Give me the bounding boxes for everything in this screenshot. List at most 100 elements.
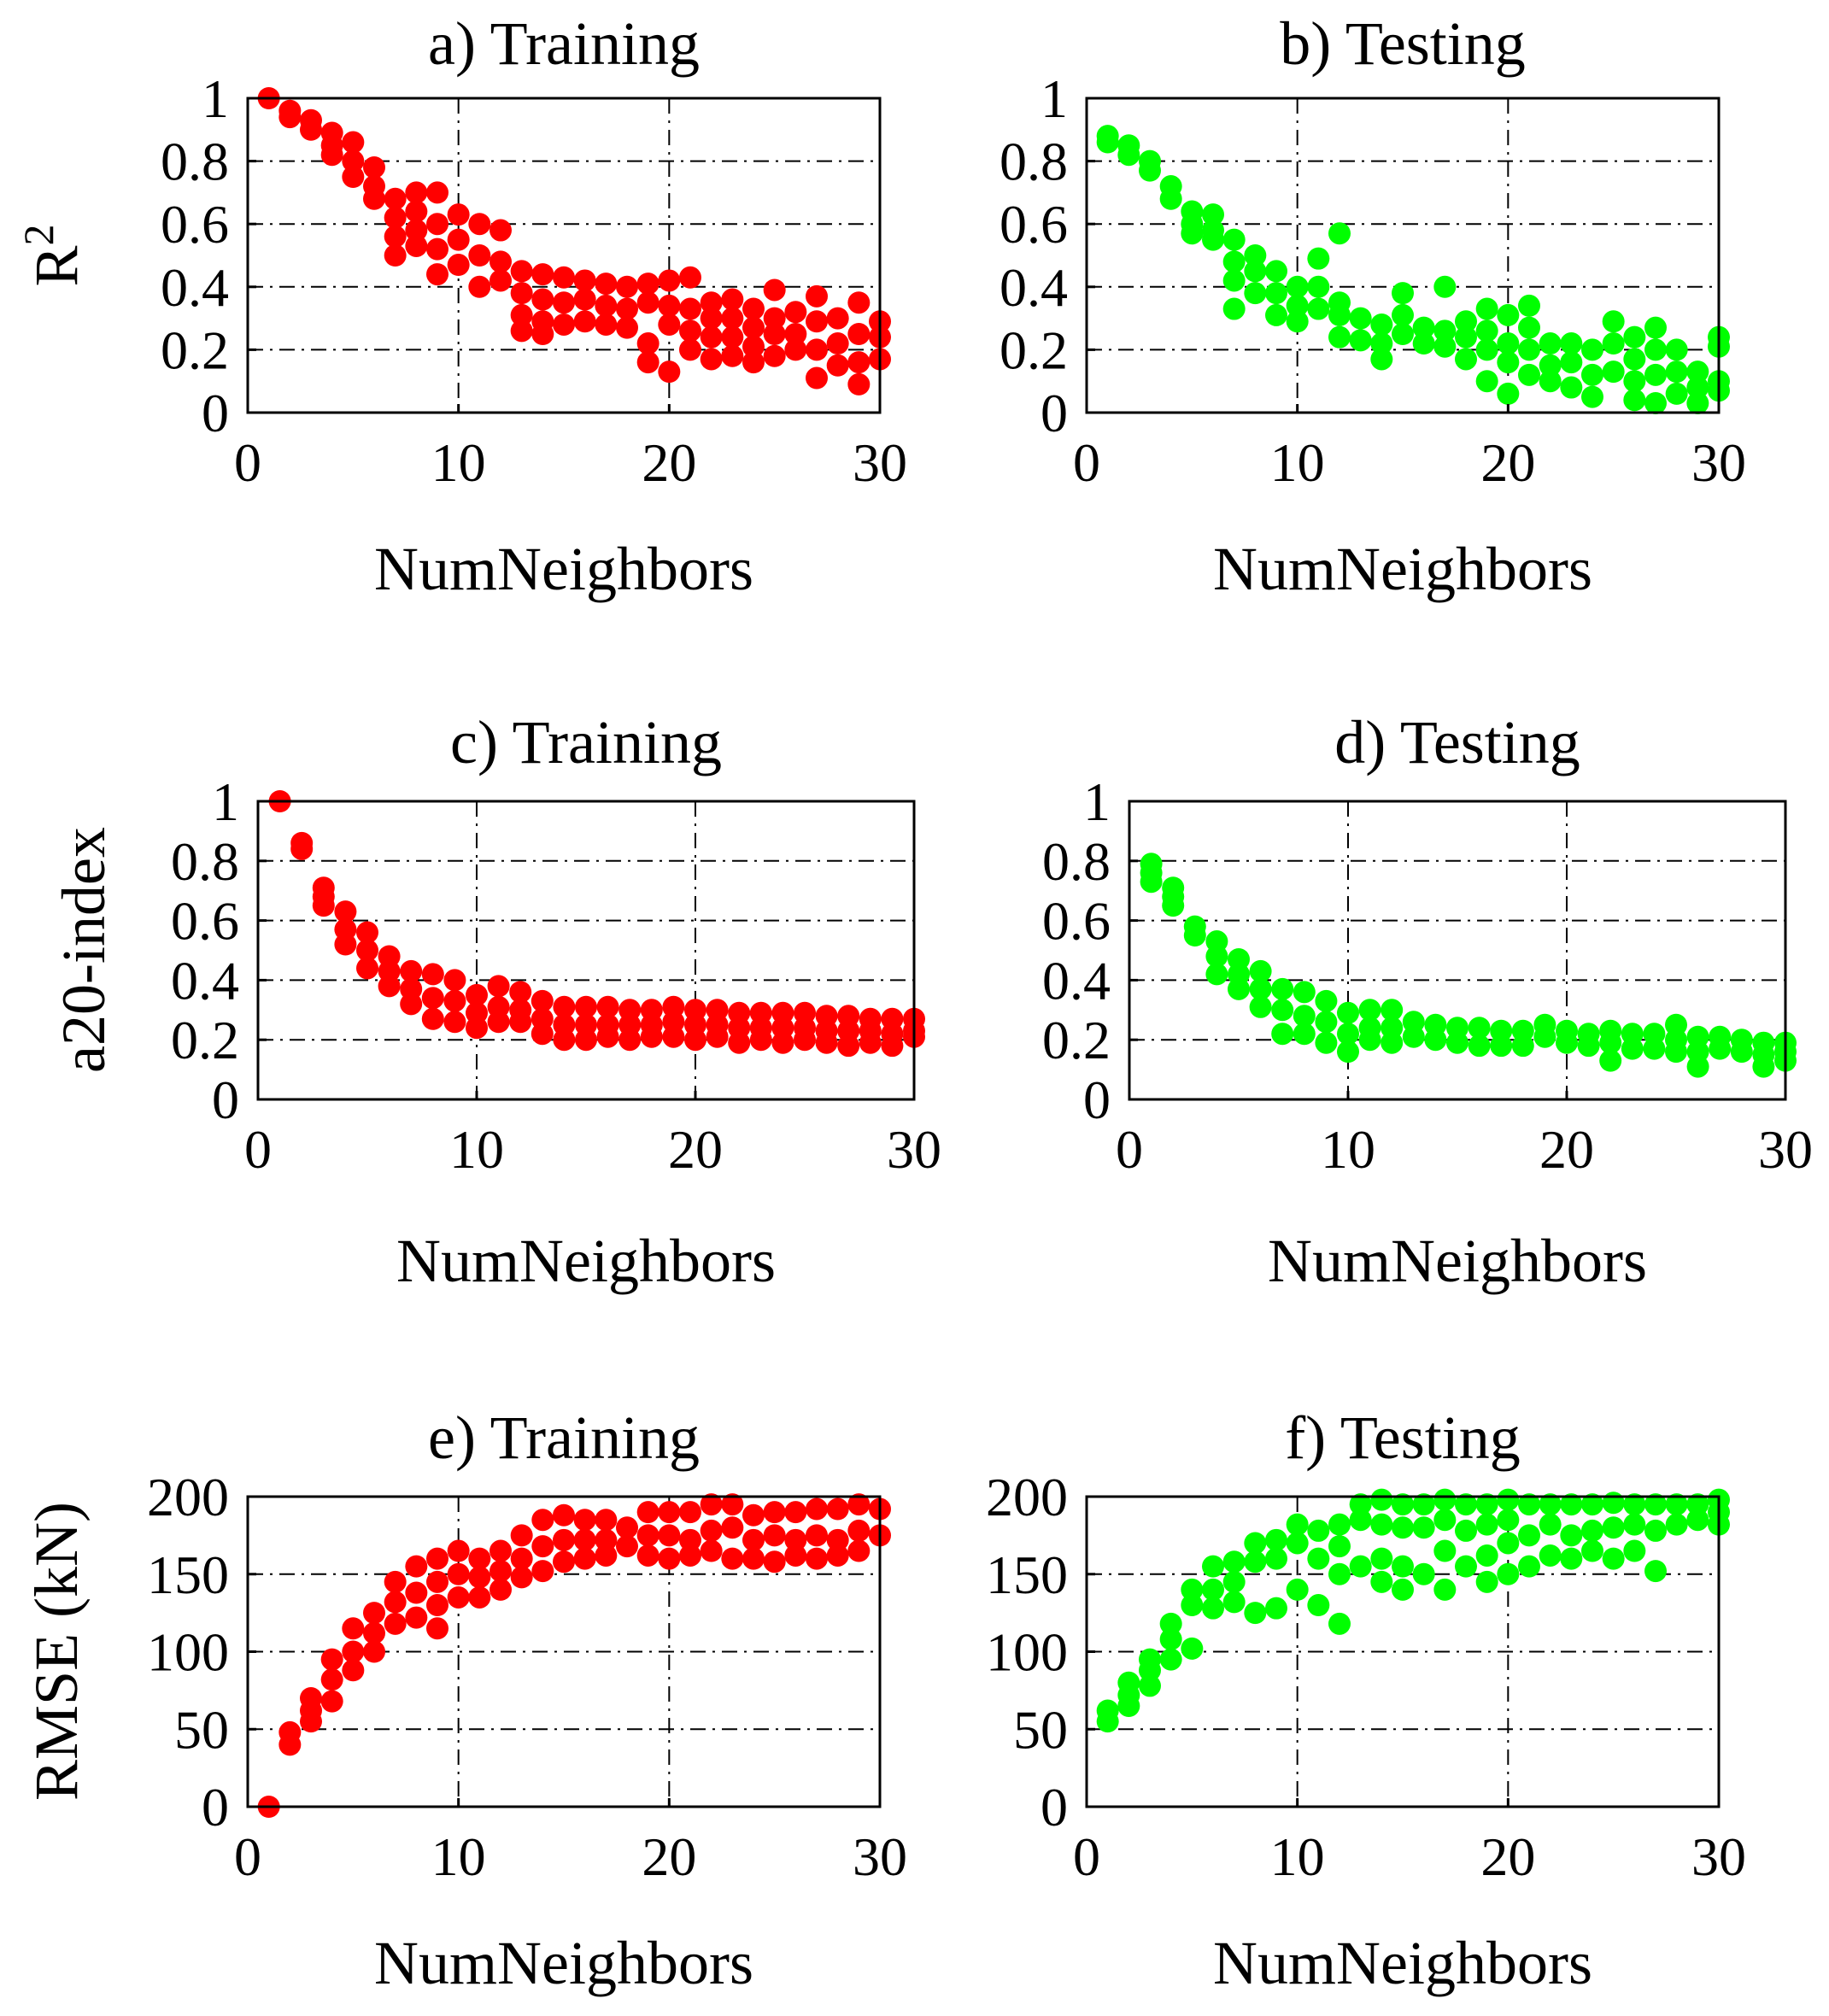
panel-c-ytick-4: 0.8 [171,831,239,892]
panel-d-xtick-1: 10 [1321,1119,1375,1180]
panel-a-point-56 [636,291,659,314]
panel-b-ytick-3: 0.6 [1000,194,1068,255]
panel-a-point-34 [489,269,512,292]
panel-c-point-83 [881,1034,904,1058]
panel-c-ylabel: a20-index [50,827,118,1073]
panel-a-point-82 [763,344,786,367]
panel-d-point-36 [1402,1025,1425,1048]
panel-a-point-92 [826,354,849,377]
panel-c-point-50 [640,1025,663,1048]
panel-e-point-26 [447,1562,470,1585]
panel-f-point-48 [1412,1516,1435,1539]
panel-f-ytick-2: 100 [986,1622,1068,1683]
panel-b-point-25 [1286,294,1309,317]
panel-b-point-34 [1349,307,1372,330]
panel-c-point-33 [531,989,554,1012]
panel-a-ylabel-base: R [22,245,91,286]
panel-a-point-26 [447,203,470,226]
panel-b-point-70 [1581,385,1603,408]
panel-b-point-55 [1497,332,1520,355]
panel-b-point-37 [1370,332,1393,355]
panel-a-point-58 [636,351,659,374]
panel-f-xlabel: NumNeighbors [1213,1929,1592,1997]
panel-d-point-62 [1665,1040,1687,1064]
panel-b-point-30 [1328,222,1351,245]
panel-f-point-11 [1181,1578,1204,1601]
panel-c-point-44 [596,1025,619,1048]
panel-b-point-39 [1392,282,1414,305]
panel-e-point-67 [742,1528,765,1551]
panel-c-point-29 [487,1011,510,1034]
panel-e-point-34 [510,1524,533,1547]
panel-c-point-53 [662,1025,685,1048]
panel-b-ytick-4: 0.8 [1000,132,1068,192]
panel-b-point-83 [1665,360,1688,384]
panel-b-point-51 [1475,319,1498,343]
panel-f-xtick-3: 30 [1691,1826,1746,1887]
panel-e-point-79 [826,1528,849,1551]
panel-f-point-44 [1392,1516,1414,1539]
panel-d-point-9 [1205,945,1228,968]
panel-b-point-17 [1222,297,1246,320]
panel-e-ytick-0: 0 [202,1777,229,1837]
panel-d-point-17 [1271,977,1294,1000]
panel-b-xtick-2: 20 [1480,432,1535,493]
panel-a-point-59 [658,269,681,292]
panel-a-ytick-4: 0.8 [161,132,229,192]
panel-a-point-52 [616,275,638,298]
panel-b-point-60 [1518,338,1540,361]
panel-b-point-57 [1497,382,1520,405]
panel-f-point-15 [1202,1578,1224,1601]
panel-e-point-81 [847,1493,871,1516]
panel-f-point-54 [1455,1493,1477,1516]
panel-a-point-35 [510,260,533,283]
panel-c-xtick-0: 0 [244,1119,272,1180]
panel-e-point-15 [384,1570,407,1593]
panel-a-point-54 [616,316,638,339]
panel-a-point-95 [847,351,871,374]
panel-d-ytick-3: 0.6 [1042,891,1111,952]
panel-d-point-18 [1271,999,1294,1022]
panel-d-point-19 [1271,1023,1294,1046]
panel-b-point-65 [1560,332,1583,355]
panel-a-point-85 [784,338,807,361]
panel-a-ytick-3: 0.6 [161,194,229,255]
panel-c-point-15 [400,959,423,982]
panel-f-point-89 [1686,1509,1709,1532]
panel-c-ytick-0: 0 [212,1070,239,1130]
panel-a-point-28 [447,254,470,277]
panel-f-point-76 [1581,1539,1603,1562]
panel-c-xlabel: NumNeighbors [396,1227,776,1295]
panel-b-point-64 [1539,370,1562,393]
panel-f-point-40 [1370,1513,1393,1536]
panel-c-point-71 [794,1029,816,1052]
panel-d-point-59 [1643,1037,1666,1060]
panel-d-point-25 [1315,1031,1338,1054]
panel-d-xtick-0: 0 [1116,1119,1143,1180]
panel-d-point-31 [1358,1029,1381,1052]
panel-b-point-28 [1307,275,1330,298]
panel-f-point-71 [1560,1493,1583,1516]
panel-d-point-27 [1337,1023,1359,1046]
panel-a-point-4 [300,118,322,141]
panel-a-point-47 [573,288,596,311]
panel-a-point-62 [658,360,681,384]
panel-e-ytick-3: 150 [147,1544,229,1605]
panel-a-point-77 [742,335,765,358]
panel-e-point-65 [721,1547,744,1570]
panel-f-point-29 [1307,1519,1330,1542]
panel-a-point-74 [721,344,744,367]
panel-c-point-8 [334,933,357,956]
panel-e-point-46 [595,1509,618,1532]
panel-a-point-57 [636,332,659,355]
panel-e-point-22 [426,1570,448,1593]
panel-c-point-74 [815,1031,838,1054]
panel-b-point-20 [1244,282,1267,305]
panel-f-point-66 [1518,1524,1540,1547]
panel-c-ytick-3: 0.6 [171,891,239,952]
panel-a-point-19 [405,200,428,223]
panel-e-point-11 [342,1659,365,1682]
panel-b-ytick-2: 0.4 [1000,257,1068,318]
panel-b-point-38 [1370,348,1393,371]
panel-f-point-82 [1623,1539,1646,1562]
